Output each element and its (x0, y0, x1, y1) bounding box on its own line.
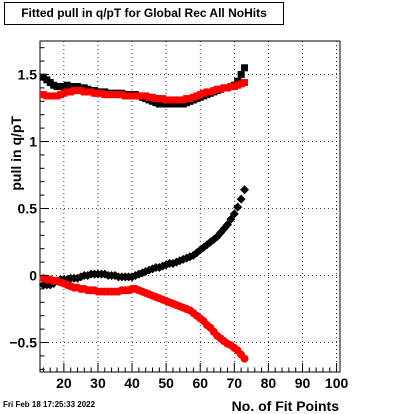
y-tick-label: 1 (29, 134, 37, 150)
x-axis-label: No. of Fit Points (232, 398, 340, 414)
x-tick-label: 70 (227, 375, 243, 391)
series-4 (39, 274, 249, 363)
x-tick-label: 90 (295, 375, 311, 391)
plot-frame (39, 40, 341, 373)
x-tick-label: 40 (124, 375, 140, 391)
y-tick-label: 1.5 (18, 67, 38, 83)
x-tick-label: 20 (56, 375, 72, 391)
data-point (241, 79, 249, 87)
data-point (233, 202, 243, 212)
series-3 (38, 185, 250, 290)
x-tick-label: 100 (325, 375, 349, 391)
y-tick-label: −0.5 (9, 335, 37, 351)
y-axis-label: pull in q/pT (8, 116, 24, 191)
data-point (241, 64, 249, 72)
data-point (229, 209, 239, 219)
data-point (240, 354, 249, 363)
series-2 (39, 79, 249, 104)
data-point (185, 252, 195, 262)
data-marks (38, 64, 250, 363)
axis-ticks: 20 30 40 50 60 70 80 90 100 −0.5 0 0.5 1 1.5 (9, 47, 349, 391)
data-point (236, 194, 246, 204)
x-tick-label: 80 (261, 375, 277, 391)
data-point (240, 185, 250, 195)
y-tick-label: 0 (29, 268, 37, 284)
plot-frame-rect (39, 40, 341, 373)
x-tick-label: 30 (90, 375, 106, 391)
x-tick-label: 60 (192, 375, 208, 391)
x-tick-label: 50 (158, 375, 174, 391)
chart-title: Fitted pull in q/pT for Global Rec All N… (4, 2, 284, 25)
y-tick-label: 0.5 (18, 201, 38, 217)
data-point (237, 71, 245, 79)
timestamp: Fri Feb 18 17:25:33 2022 (3, 400, 96, 409)
